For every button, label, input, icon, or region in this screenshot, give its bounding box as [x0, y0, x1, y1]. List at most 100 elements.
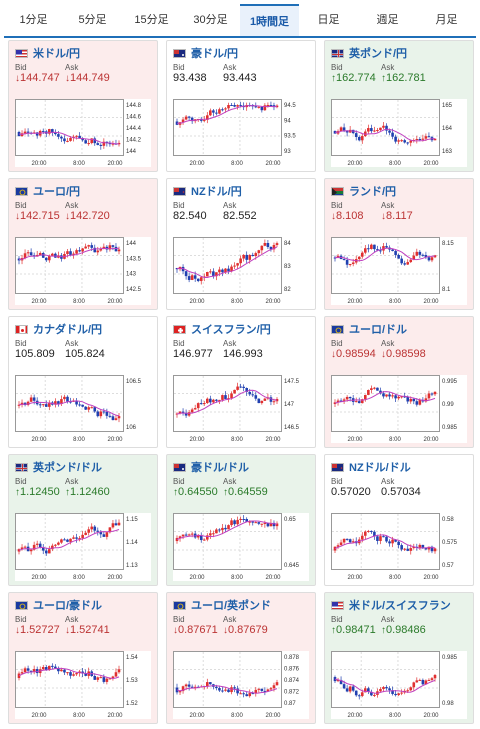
pair-link[interactable]: カナダドル/円 [33, 324, 103, 336]
ask-value: ↓142.720 [65, 210, 110, 222]
card-header: 英ポンド/ドル [15, 459, 151, 475]
rate-card[interactable]: NZドル/円 Bid Ask 82.540 82.552 84 83 82 20:00 8:00 2… [166, 178, 316, 310]
rate-card[interactable]: ユーロ/円 Bid Ask ↓142.715 ↓142.720 144 143.5 143 14… [8, 178, 158, 310]
x-tick-label: 20:00 [31, 299, 47, 305]
rate-card[interactable]: 英ポンド/円 Bid Ask ↑162.774 ↑162.781 165 164 163 20:… [324, 40, 474, 172]
y-tick-label: 163 [442, 149, 453, 155]
x-tick-label: 20:00 [347, 713, 363, 719]
pair-link[interactable]: 米ドル/円 [33, 48, 81, 60]
ask-value: ↓144.749 [65, 72, 110, 84]
ask-label: Ask [381, 201, 395, 210]
pair-link[interactable]: ユーロ/円 [33, 186, 81, 198]
ask-value: ↑162.781 [381, 72, 426, 84]
rate-card[interactable]: ユーロ/英ポンド Bid Ask ↓0.87671 ↓0.87679 0.878 0.876… [166, 592, 316, 724]
tab-4[interactable]: 1時間足 [240, 4, 299, 36]
tab-0[interactable]: 1分足 [19, 14, 48, 26]
tab-3[interactable]: 30分足 [193, 14, 228, 26]
chart-area[interactable]: 84 83 82 20:00 8:00 20:00 [173, 237, 309, 305]
x-tick-label: 20:00 [107, 161, 123, 167]
pair-link[interactable]: NZドル/ドル [349, 462, 411, 474]
rate-card[interactable]: ユーロ/ドル Bid Ask ↓0.98594 ↓0.98598 0.995 0.99 0.9… [324, 316, 474, 448]
chart-area[interactable]: 144.8 144.6 144.4 144.2 144 20:00 8:00 20:00 [15, 99, 151, 167]
rate-card[interactable]: ランド/円 Bid Ask ↓8.108 ↓8.117 8.15 8.1 20:00 8:00 2… [324, 178, 474, 310]
x-tick-label: 20:00 [423, 713, 439, 719]
pair-link[interactable]: NZドル/円 [191, 186, 242, 198]
rate-card[interactable]: 豪ドル/ドル Bid Ask ↑0.64550 ↑0.64559 0.65 0.645 20:… [166, 454, 316, 586]
card-header: ユーロ/英ポンド [173, 597, 309, 613]
trend-arrow-icon: ↑ [65, 487, 70, 498]
chart-area[interactable]: 106.5 106 20:00 8:00 20:00 [15, 375, 151, 443]
y-tick-label: 0.575 [442, 540, 458, 546]
pair-link[interactable]: 豪ドル/ドル [191, 462, 250, 474]
flag-icon [15, 324, 28, 334]
y-tick-label: 106 [126, 425, 137, 431]
flag-icon [331, 48, 344, 58]
y-tick-label: 144.6 [126, 115, 142, 121]
chart-area[interactable]: 0.985 0.98 20:00 8:00 20:00 [331, 651, 467, 719]
trend-arrow-icon: ↓ [65, 211, 70, 222]
chart-area[interactable]: 1.54 1.53 1.52 20:00 8:00 20:00 [15, 651, 151, 719]
chart-area[interactable]: 1.15 1.14 1.13 20:00 8:00 20:00 [15, 513, 151, 581]
x-tick-label: 8:00 [389, 713, 401, 719]
rate-card[interactable]: 米ドル/スイスフラン Bid Ask ↑0.98471 ↑0.98486 0.985 0.9… [324, 592, 474, 724]
rate-card[interactable]: 英ポンド/ドル Bid Ask ↑1.12450 ↑1.12460 1.15 1.14 1.1… [8, 454, 158, 586]
bid-value: ↓0.87671 [173, 624, 218, 636]
x-tick-label: 20:00 [347, 575, 363, 581]
pair-link[interactable]: 米ドル/スイスフラン [349, 600, 451, 612]
ask-value: 0.57034 [381, 486, 421, 498]
ask-value: 105.824 [65, 348, 105, 360]
card-header: 豪ドル/ドル [173, 459, 309, 475]
y-tick-label: 0.878 [284, 655, 300, 661]
y-tick-label: 0.87 [284, 701, 296, 707]
y-tick-label: 1.15 [126, 517, 138, 523]
chart-area[interactable]: 94.5 94 93.5 93 20:00 8:00 20:00 [173, 99, 309, 167]
pair-link[interactable]: ランド/円 [349, 186, 397, 198]
chart-area[interactable]: 144 143.5 143 142.5 20:00 8:00 20:00 [15, 237, 151, 305]
ask-label: Ask [65, 201, 79, 210]
chart-area[interactable]: 0.65 0.645 20:00 8:00 20:00 [173, 513, 309, 581]
tab-2[interactable]: 15分足 [134, 14, 169, 26]
rate-card[interactable]: スイスフラン/円 Bid Ask 146.977 146.993 147.5 147 146.… [166, 316, 316, 448]
rate-card[interactable]: NZドル/ドル Bid Ask 0.57020 0.57034 0.58 0.575 0.57… [324, 454, 474, 586]
bid-label: Bid [173, 477, 185, 486]
trend-arrow-icon: ↓ [15, 211, 20, 222]
rate-card[interactable]: 豪ドル/円 Bid Ask 93.438 93.443 94.5 94 93.5 93 20:00… [166, 40, 316, 172]
bid-value: 93.438 [173, 72, 207, 84]
bid-value: ↓8.108 [331, 210, 364, 222]
tab-1[interactable]: 5分足 [78, 14, 107, 26]
pair-link[interactable]: 英ポンド/円 [349, 48, 408, 60]
y-tick-label: 144.4 [126, 126, 142, 132]
chart-area[interactable]: 0.58 0.575 0.57 20:00 8:00 20:00 [331, 513, 467, 581]
tab-7[interactable]: 月足 [435, 14, 458, 26]
rate-card[interactable]: ユーロ/豪ドル Bid Ask ↓1.52727 ↓1.52741 1.54 1.53 1.5… [8, 592, 158, 724]
rate-card[interactable]: カナダドル/円 Bid Ask 105.809 105.824 106.5 106 20:00… [8, 316, 158, 448]
chart-area[interactable]: 147.5 147 146.5 20:00 8:00 20:00 [173, 375, 309, 443]
pair-link[interactable]: ユーロ/英ポンド [191, 600, 272, 612]
y-tick-label: 1.52 [126, 701, 138, 707]
chart-area[interactable]: 0.878 0.876 0.874 0.872 0.87 20:00 8:00 20:00 [173, 651, 309, 719]
pair-link[interactable]: ユーロ/豪ドル [33, 600, 103, 612]
tab-6[interactable]: 週足 [376, 14, 399, 26]
chart-area[interactable]: 0.995 0.99 0.985 20:00 8:00 20:00 [331, 375, 467, 443]
y-tick-label: 0.99 [442, 402, 454, 408]
ask-value: 82.552 [223, 210, 257, 222]
pair-link[interactable]: 英ポンド/ドル [33, 462, 103, 474]
pair-link[interactable]: スイスフラン/円 [191, 324, 271, 336]
card-header: NZドル/ドル [331, 459, 467, 475]
chart-area[interactable]: 8.15 8.1 20:00 8:00 20:00 [331, 237, 467, 305]
x-tick-label: 20:00 [423, 575, 439, 581]
pair-link[interactable]: ユーロ/ドル [349, 324, 408, 336]
y-tick-label: 147 [284, 402, 295, 408]
x-tick-label: 20:00 [347, 299, 363, 305]
pair-link[interactable]: 豪ドル/円 [191, 48, 239, 60]
ask-label: Ask [381, 477, 395, 486]
ask-value: 146.993 [223, 348, 263, 360]
bid-value: ↓144.747 [15, 72, 60, 84]
rate-card[interactable]: 米ドル/円 Bid Ask ↓144.747 ↓144.749 144.8 144.6 144… [8, 40, 158, 172]
tab-5[interactable]: 日足 [317, 14, 340, 26]
chart-area[interactable]: 165 164 163 20:00 8:00 20:00 [331, 99, 467, 167]
